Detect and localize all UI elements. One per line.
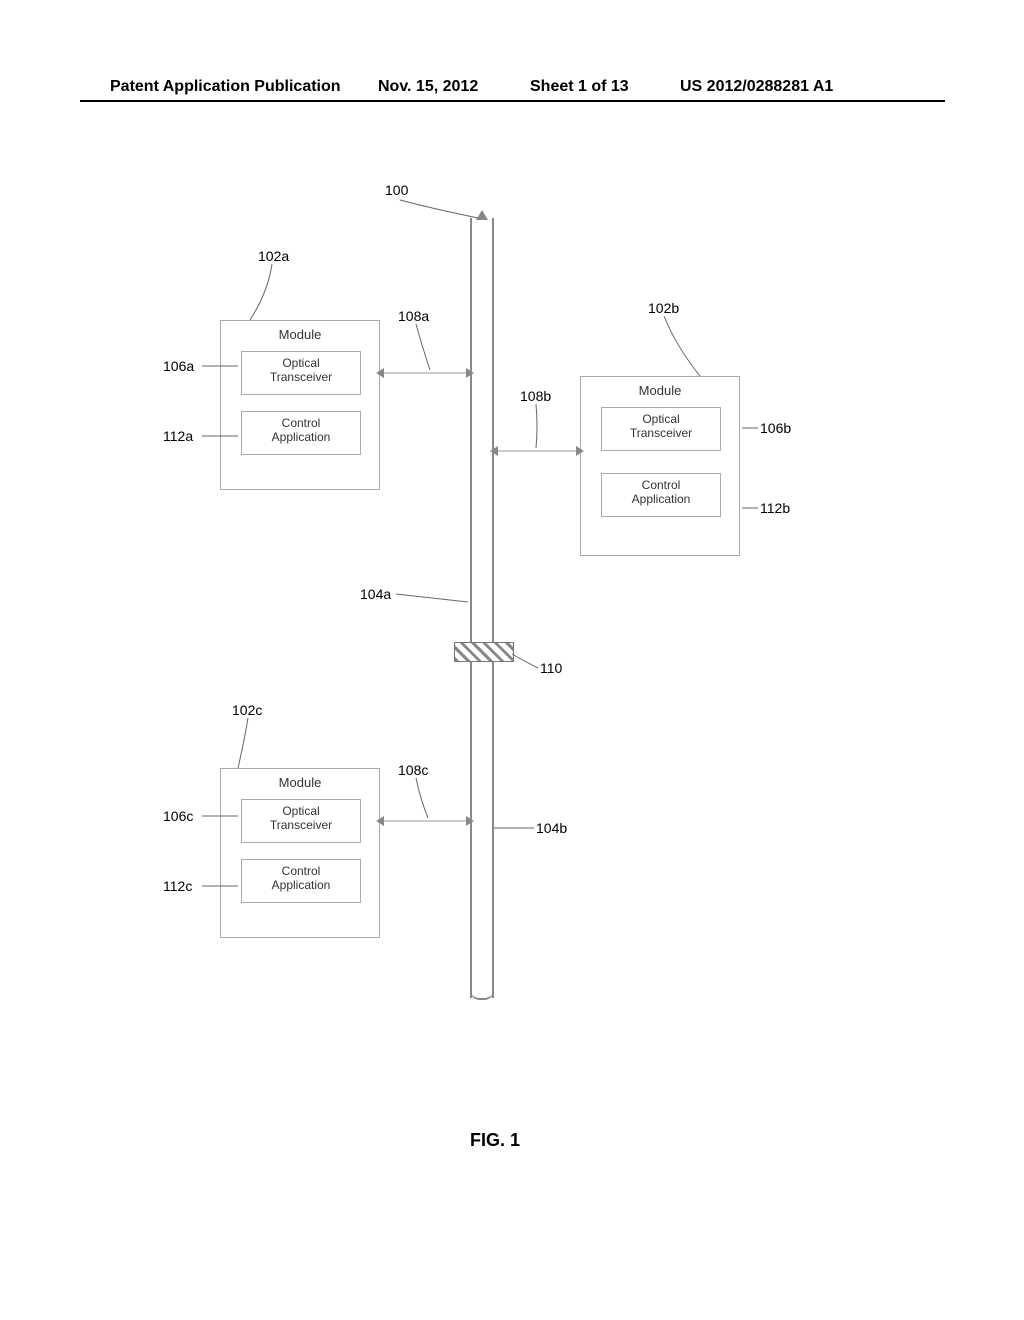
module-a: Module Optical Transceiver Control Appli… xyxy=(220,320,380,490)
ref-104b: 104b xyxy=(536,820,567,836)
ref-110: 110 xyxy=(540,660,562,676)
ref-108a: 108a xyxy=(398,308,429,324)
module-c-control: Control Application xyxy=(241,859,361,903)
ref-104a: 104a xyxy=(360,586,391,602)
ref-106a: 106a xyxy=(163,358,194,374)
ref-112a: 112a xyxy=(163,428,193,444)
ref-100: 100 xyxy=(385,182,408,198)
connector-108c xyxy=(382,820,468,822)
header-date: Nov. 15, 2012 xyxy=(378,78,478,96)
header-rule xyxy=(80,100,945,102)
header-sheet: Sheet 1 of 13 xyxy=(530,78,629,96)
ref-108c: 108c xyxy=(398,762,428,778)
header-publication: Patent Application Publication xyxy=(110,78,341,96)
module-a-title: Module xyxy=(221,327,379,342)
ref-106b: 106b xyxy=(760,420,791,436)
coupler-110 xyxy=(454,642,514,662)
figure-label: FIG. 1 xyxy=(470,1130,520,1151)
module-a-transceiver: Optical Transceiver xyxy=(241,351,361,395)
connector-108b xyxy=(496,450,578,452)
ref-108b: 108b xyxy=(520,388,551,404)
ref-102a: 102a xyxy=(258,248,289,264)
module-c: Module Optical Transceiver Control Appli… xyxy=(220,768,380,938)
header-docket: US 2012/0288281 A1 xyxy=(680,78,833,96)
ref-112b: 112b xyxy=(760,500,790,516)
ref-102c: 102c xyxy=(232,702,262,718)
module-a-control: Control Application xyxy=(241,411,361,455)
module-b-transceiver: Optical Transceiver xyxy=(601,407,721,451)
module-c-transceiver: Optical Transceiver xyxy=(241,799,361,843)
connector-108a xyxy=(382,372,468,374)
ref-112c: 112c xyxy=(163,878,192,894)
waveguide xyxy=(470,218,494,998)
ref-102b: 102b xyxy=(648,300,679,316)
module-b: Module Optical Transceiver Control Appli… xyxy=(580,376,740,556)
module-c-title: Module xyxy=(221,775,379,790)
module-b-title: Module xyxy=(581,383,739,398)
module-b-control: Control Application xyxy=(601,473,721,517)
page: Patent Application Publication Nov. 15, … xyxy=(0,0,1024,1320)
ref-106c: 106c xyxy=(163,808,193,824)
